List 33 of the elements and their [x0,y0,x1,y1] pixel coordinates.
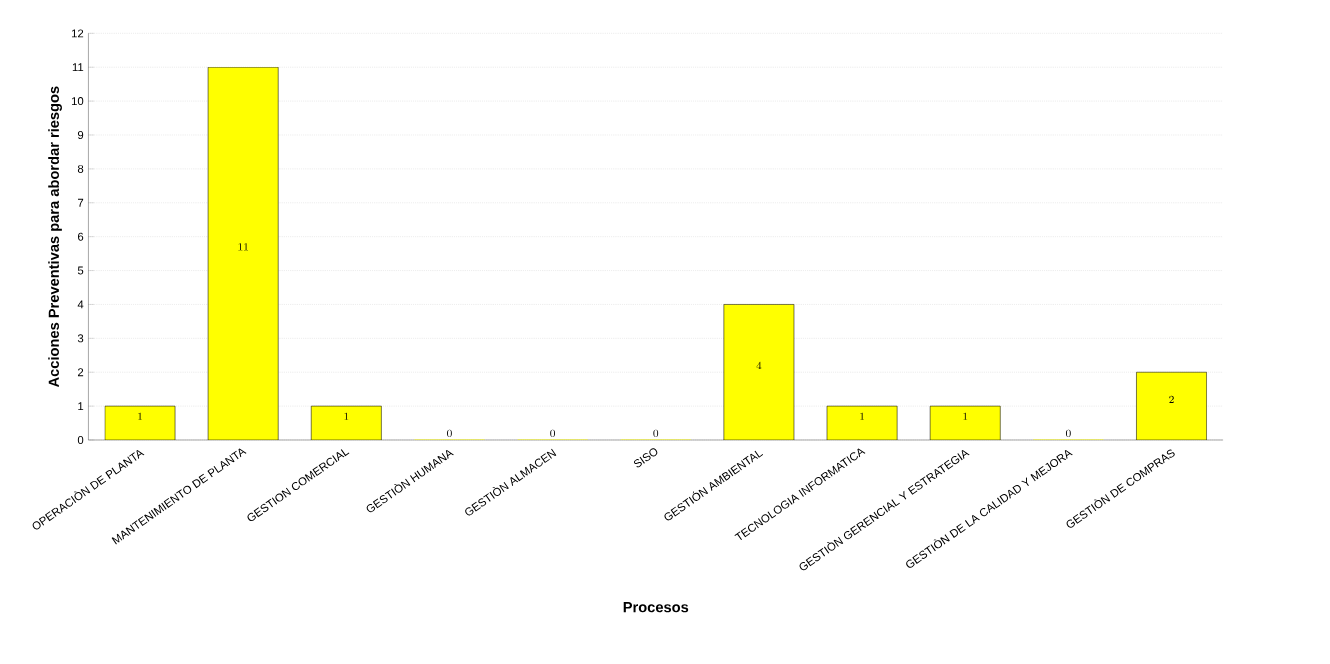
y-axis-title: Acciones Preventivas para abordar riesgos [48,86,62,388]
y-tick-label: 2 [77,368,84,377]
bar [929,405,1001,440]
y-tick-label: 3 [77,334,84,343]
y-tick-label: 1 [78,402,84,411]
x-axis-title: Procesos [623,602,689,613]
bar [1136,371,1207,440]
y-tick-label: 5 [77,266,84,275]
bar [207,66,279,440]
data-label: 0 [447,429,452,437]
data-label: 11 [238,243,248,251]
y-tick-label: 11 [72,63,84,72]
data-label: 4 [756,361,762,369]
y-tick-label: 0 [77,436,84,445]
data-label: 0 [653,429,659,437]
y-tick-label: 9 [77,130,84,139]
y-tick-label: 8 [77,164,84,173]
y-tick-label: 4 [77,300,84,309]
data-label: 0 [1065,429,1071,437]
bar [723,304,795,440]
y-tick-label: 12 [71,29,84,38]
bar [310,405,382,440]
data-label: 1 [344,412,349,420]
y-tick-label: 7 [78,198,84,207]
bar [104,405,176,440]
data-label: 1 [138,412,142,420]
data-label: 0 [550,429,555,437]
y-tick-label: 10 [71,97,84,106]
y-tick-label: 6 [78,232,84,241]
data-label: 2 [1169,395,1174,403]
data-label: 1 [860,412,865,420]
bar [826,405,898,440]
data-label: 1 [963,412,968,420]
